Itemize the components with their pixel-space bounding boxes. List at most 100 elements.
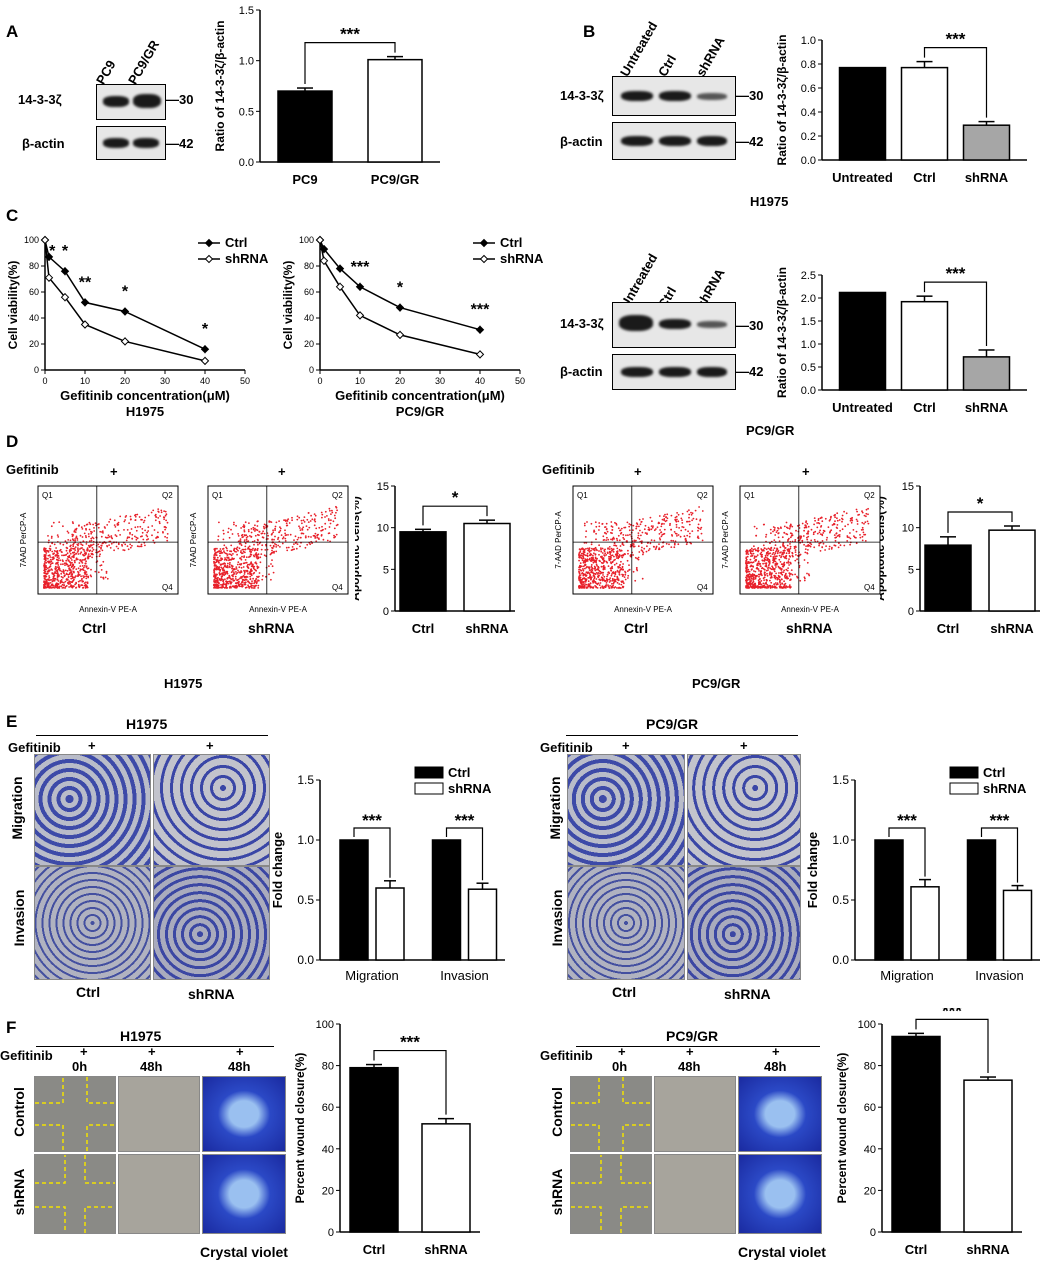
event-dot — [48, 575, 50, 577]
event-dot — [613, 555, 615, 558]
event-dot — [129, 515, 132, 518]
event-dot — [44, 556, 47, 559]
event-dot — [47, 554, 50, 557]
event-dot — [126, 545, 129, 547]
event-dot — [701, 510, 704, 512]
event-dot — [776, 552, 779, 555]
event-dot — [121, 543, 123, 546]
event-dot — [675, 526, 678, 528]
event-dot — [59, 580, 62, 582]
event-dot — [779, 585, 782, 588]
event-dot — [779, 526, 782, 529]
event-dot — [272, 545, 275, 548]
event-dot — [752, 581, 754, 584]
event-dot — [104, 576, 107, 579]
event-dot — [656, 526, 659, 529]
event-dot — [225, 559, 228, 562]
row-label: shRNA — [11, 1168, 27, 1216]
event-dot — [329, 522, 332, 525]
bar — [467, 888, 498, 961]
event-dot — [113, 549, 115, 552]
event-dot — [626, 570, 629, 572]
event-dot — [661, 546, 663, 548]
event-dot — [580, 557, 583, 559]
event-dot — [648, 548, 651, 550]
event-dot — [647, 526, 650, 529]
event-dot — [691, 512, 694, 515]
event-dot — [49, 548, 52, 550]
event-dot — [100, 544, 103, 547]
event-dot — [59, 582, 62, 584]
event-dot — [757, 547, 760, 549]
event-dot — [750, 577, 753, 580]
event-dot — [672, 539, 675, 542]
event-dot — [58, 574, 60, 576]
event-dot — [232, 575, 234, 578]
y-tick-label: 0.0 — [832, 953, 849, 967]
event-dot — [642, 518, 644, 520]
event-dot — [768, 573, 771, 575]
event-dot — [241, 585, 244, 588]
event-dot — [326, 515, 328, 517]
event-dot — [309, 543, 312, 546]
y-tick-label: 1.0 — [801, 35, 816, 47]
event-dot — [822, 542, 825, 545]
event-dot — [77, 547, 79, 550]
event-dot — [109, 518, 112, 521]
event-dot — [614, 580, 617, 583]
event-dot — [773, 585, 776, 588]
event-dot — [753, 582, 756, 585]
event-dot — [61, 554, 63, 557]
event-dot — [248, 582, 251, 584]
event-dot — [57, 586, 60, 589]
event-dot — [804, 551, 807, 554]
event-dot — [299, 527, 301, 529]
event-dot — [621, 556, 624, 559]
event-dot — [147, 530, 150, 532]
y-tick-label: 60 — [29, 287, 39, 297]
event-dot — [648, 528, 651, 531]
event-dot — [588, 551, 591, 553]
event-dot — [236, 572, 239, 574]
event-dot — [623, 538, 626, 541]
event-dot — [249, 573, 252, 576]
event-dot — [606, 575, 608, 578]
event-dot — [745, 557, 748, 560]
y-tick-label: 0.0 — [801, 155, 816, 167]
event-dot — [326, 539, 329, 542]
event-dot — [45, 582, 47, 585]
event-dot — [623, 576, 626, 578]
event-dot — [274, 525, 277, 528]
event-dot — [861, 521, 864, 524]
event-dot — [699, 528, 702, 530]
event-dot — [261, 532, 264, 535]
y-tick-label: 40 — [322, 1144, 334, 1156]
event-dot — [789, 555, 792, 558]
event-dot — [147, 538, 150, 540]
event-dot — [90, 537, 93, 540]
event-dot — [762, 549, 765, 551]
event-dot — [306, 518, 309, 521]
event-dot — [753, 574, 756, 577]
event-dot — [222, 529, 225, 532]
significance-marker: *** — [455, 811, 475, 830]
event-dot — [848, 536, 850, 539]
event-dot — [766, 574, 769, 577]
event-dot — [110, 535, 113, 537]
event-dot — [829, 517, 832, 519]
event-dot — [585, 566, 588, 569]
event-dot — [593, 549, 596, 552]
event-dot — [61, 581, 64, 583]
event-dot — [762, 582, 765, 585]
event-dot — [239, 571, 241, 574]
event-dot — [159, 515, 162, 517]
event-dot — [74, 538, 76, 540]
event-dot — [227, 582, 230, 585]
event-dot — [799, 535, 801, 537]
event-dot — [81, 544, 84, 547]
event-dot — [619, 545, 622, 547]
event-dot — [253, 555, 256, 558]
event-dot — [54, 571, 56, 573]
